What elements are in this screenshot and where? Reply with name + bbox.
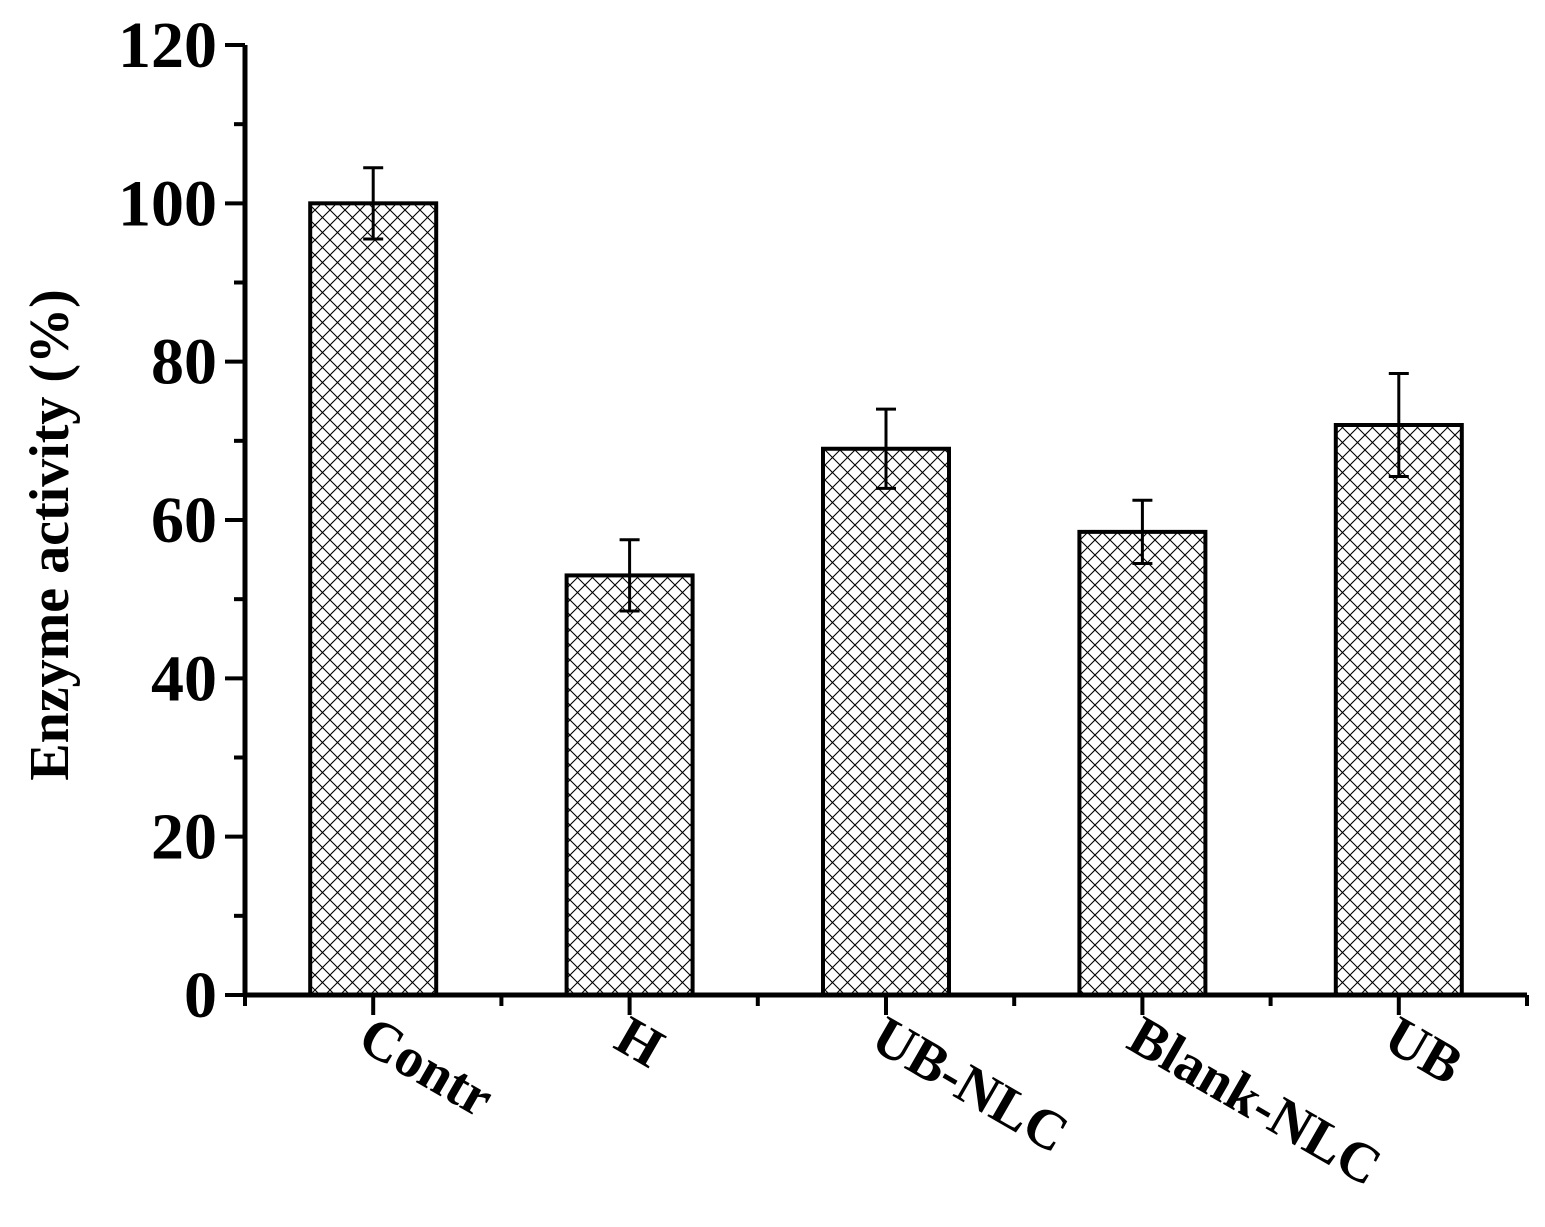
x-tick-label: UB xyxy=(1374,1005,1472,1098)
error-bars-layer xyxy=(363,166,1409,613)
y-tick-label: 100 xyxy=(118,167,217,240)
x-tick-label: UB-NLC xyxy=(862,1005,1079,1166)
y-axis-label: Enzyme activity (%) xyxy=(19,289,81,780)
bar xyxy=(308,201,439,998)
y-tick-label: 20 xyxy=(151,801,217,874)
y-tick-label: 0 xyxy=(184,959,217,1032)
bars-layer xyxy=(308,201,1464,998)
bar xyxy=(564,573,695,998)
y-tick-label: 80 xyxy=(151,326,217,399)
bar xyxy=(1333,423,1464,997)
x-tick-label: H xyxy=(605,1005,674,1080)
bar xyxy=(821,446,951,997)
y-tick-label: 40 xyxy=(151,642,217,715)
x-tick-label: Contr xyxy=(349,1005,504,1130)
bar xyxy=(1077,529,1208,997)
y-tick-label: 60 xyxy=(151,484,217,557)
x-tick-label: Blank-NLC xyxy=(1118,1005,1392,1199)
y-tick-label: 120 xyxy=(118,9,217,82)
